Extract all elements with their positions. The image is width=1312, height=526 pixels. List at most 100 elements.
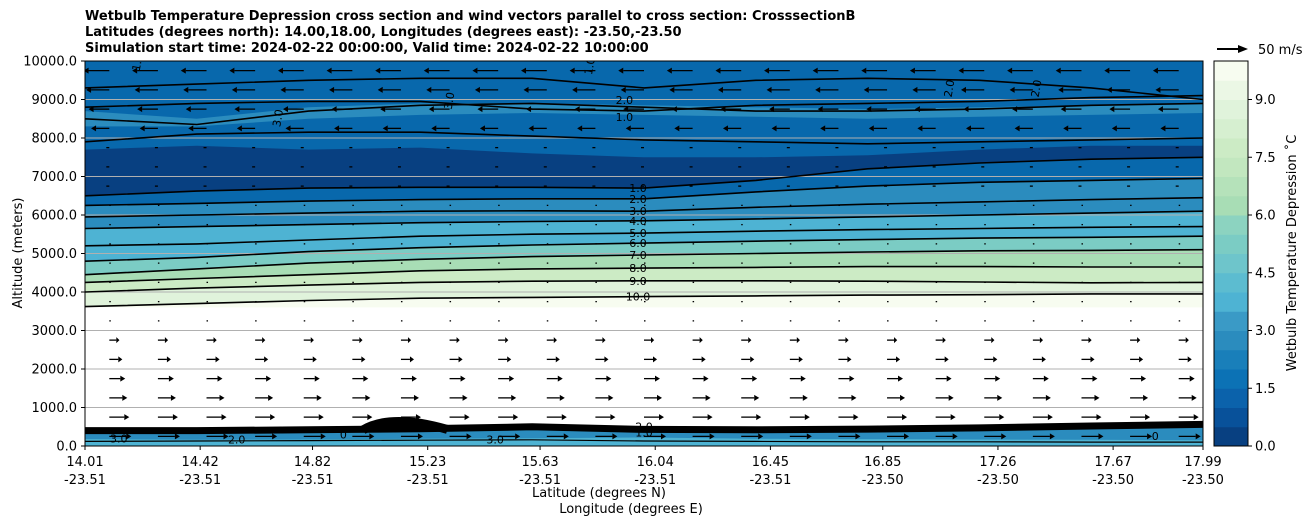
wind-vector-head: [1185, 337, 1189, 344]
wind-vector-head: [800, 375, 806, 382]
x-tick-label-lon: -23.51: [64, 473, 106, 488]
wind-vector-head: [464, 414, 470, 421]
contour-label-10.0: 10.0: [626, 291, 651, 304]
colorbar-tick-label: 4.5: [1255, 266, 1276, 281]
colorbar-step: [1214, 369, 1248, 389]
x-tick-label-lon: -23.51: [179, 473, 221, 488]
x-tick-label-lat: 15.23: [409, 455, 446, 470]
wind-vector-head: [845, 337, 849, 344]
wind-vector-head: [625, 125, 631, 132]
colorbar-tick-label: 7.5: [1255, 151, 1276, 166]
isoline-7.0: [85, 248, 1203, 276]
colorbar-step: [1214, 388, 1248, 408]
wind-vector-head: [413, 394, 419, 401]
wind-vector-head: [1195, 433, 1201, 440]
wind-vector-head: [561, 414, 567, 421]
wind-vector-head: [817, 106, 823, 113]
contour-band-1.0: [85, 157, 1203, 206]
surface-contour-label-0: 3.0: [110, 433, 128, 446]
wind-vector-head: [229, 67, 235, 74]
colorbar-step: [1214, 176, 1248, 197]
x-tick-label-lat: 14.42: [182, 455, 219, 470]
y-axis: 0.0 1000.0 2000.0 3000.0 4000.0 5000.0 6000.0 7…: [23, 55, 85, 455]
colorbar: 0.0 1.5 3.0 4.5 6.0 7.5 9.0: [1213, 60, 1276, 455]
wind-vector-head: [563, 433, 569, 440]
wind-vector-head: [804, 414, 810, 421]
wind-vector-head: [329, 86, 335, 93]
wind-vector-head: [316, 394, 322, 401]
wind-vector-head: [661, 433, 666, 440]
surface-contour-label-5: 1.0: [635, 426, 653, 439]
wind-vector-head: [766, 86, 772, 93]
wind-vector-head: [815, 86, 821, 93]
wind-vector-head: [796, 337, 800, 344]
upper-contour-label-6: 1.0: [582, 56, 598, 75]
isoline-3.0: [85, 196, 1203, 218]
wind-vector-head: [183, 86, 189, 93]
wind-vector-head: [898, 375, 903, 382]
colorbar-tick-label: 6.0: [1255, 209, 1276, 224]
wind-vector-head: [806, 433, 812, 440]
wind-vector-head: [1094, 394, 1100, 401]
wind-vector-head: [750, 356, 755, 363]
colorbar-tick-label: 3.0: [1255, 324, 1276, 339]
wind-vector-head: [168, 375, 174, 382]
x-tick-label-lon: -23.50: [1182, 473, 1224, 488]
wind-vector-head: [1147, 433, 1153, 440]
wind-vector-head: [170, 394, 176, 401]
contour-band-7.0: [85, 249, 1203, 283]
wind-vector-head: [1014, 125, 1020, 132]
wind-vector-head: [720, 106, 726, 113]
wind-vector-head: [213, 337, 217, 344]
isoline-2.0: [85, 177, 1203, 207]
wind-vector-head: [577, 125, 583, 132]
x-tick-label-lon: -23.51: [519, 473, 561, 488]
wind-vector-head: [855, 433, 861, 440]
wind-vector-head: [479, 125, 485, 132]
surface-contour-bump: [360, 416, 449, 434]
contour-band-9.0: [85, 280, 1203, 307]
wind-vector-head: [709, 433, 715, 440]
isoline-8.0: [85, 265, 1203, 284]
wind-vector-head: [1104, 67, 1110, 74]
wind-vector-head: [137, 106, 143, 113]
x-tick-label-lat: 17.26: [979, 455, 1016, 470]
wind-vector-head: [771, 125, 777, 132]
wind-vector-head: [1152, 67, 1158, 74]
wind-vector-head: [993, 356, 998, 363]
contour-label-1.0: 1.0: [629, 182, 647, 195]
wind-vector-head: [466, 433, 472, 440]
surface-band-moist: [85, 437, 1203, 446]
contour-band-dry-core: [85, 145, 1203, 196]
y-tick-label: 9000.0: [32, 93, 78, 108]
wind-vector-head: [602, 337, 606, 344]
wind-vector-head: [268, 394, 274, 401]
contour-label-6.0: 6.0: [629, 237, 647, 250]
wind-vector-head: [999, 414, 1005, 421]
wind-vector-head: [669, 86, 675, 93]
wind-vector-head: [917, 125, 923, 132]
contour-band-3.0: [85, 197, 1203, 229]
wind-vector-head: [1007, 67, 1013, 74]
surface-contour-label-3: 3.0: [486, 434, 504, 447]
wind-vector-head: [1191, 394, 1197, 401]
wind-vector-head: [314, 375, 320, 382]
wind-vector-head: [769, 106, 775, 113]
quiver-key-arrow-icon: [1238, 45, 1248, 53]
wind-vector-head: [944, 356, 949, 363]
contour-band-5.0: [85, 226, 1203, 262]
wind-vector-head: [526, 106, 532, 113]
wind-vector-head: [1160, 125, 1166, 132]
quiver-key-label: 50 m/s: [1258, 43, 1303, 58]
wind-vector-head: [174, 433, 180, 440]
wind-vector-head: [896, 356, 901, 363]
wind-vector-head: [866, 106, 872, 113]
wind-vector-head: [572, 86, 578, 93]
x-tick-label-lon: -23.50: [1092, 473, 1134, 488]
colorbar-step: [1214, 80, 1248, 100]
wind-vector-head: [188, 125, 194, 132]
contour-label-4.0: 4.0: [629, 215, 647, 228]
wind-vector-head: [236, 125, 242, 132]
horizontal-gridlines: [85, 99, 1203, 408]
wind-vector-head: [1063, 125, 1069, 132]
